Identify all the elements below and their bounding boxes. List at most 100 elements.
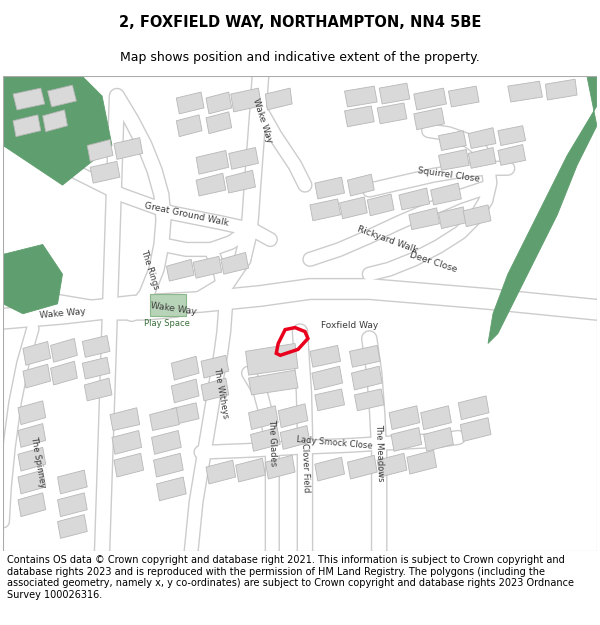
Polygon shape bbox=[110, 408, 140, 431]
Polygon shape bbox=[468, 127, 496, 149]
Polygon shape bbox=[278, 404, 308, 428]
Polygon shape bbox=[172, 402, 199, 424]
Polygon shape bbox=[280, 426, 310, 449]
Polygon shape bbox=[84, 378, 112, 401]
Text: Wake Way: Wake Way bbox=[150, 301, 197, 316]
Polygon shape bbox=[315, 389, 344, 411]
Polygon shape bbox=[157, 477, 186, 501]
Text: 2, FOXFIELD WAY, NORTHAMPTON, NN4 5BE: 2, FOXFIELD WAY, NORTHAMPTON, NN4 5BE bbox=[119, 16, 481, 31]
Polygon shape bbox=[18, 448, 46, 471]
Polygon shape bbox=[421, 406, 451, 429]
Text: The Witheys: The Witheys bbox=[212, 366, 230, 419]
Polygon shape bbox=[3, 96, 112, 185]
Polygon shape bbox=[152, 431, 181, 454]
Polygon shape bbox=[206, 460, 236, 484]
Polygon shape bbox=[248, 406, 278, 429]
Polygon shape bbox=[13, 115, 41, 137]
Text: The Rings: The Rings bbox=[139, 248, 160, 291]
Polygon shape bbox=[18, 424, 46, 448]
Polygon shape bbox=[43, 110, 67, 132]
Polygon shape bbox=[149, 294, 186, 316]
Polygon shape bbox=[439, 131, 466, 151]
Polygon shape bbox=[112, 431, 142, 454]
Polygon shape bbox=[226, 170, 256, 193]
Text: Deer Close: Deer Close bbox=[409, 251, 458, 274]
Polygon shape bbox=[149, 408, 179, 431]
Polygon shape bbox=[23, 341, 50, 365]
Polygon shape bbox=[231, 88, 262, 112]
Polygon shape bbox=[377, 453, 407, 477]
Polygon shape bbox=[176, 92, 204, 114]
Polygon shape bbox=[347, 174, 374, 196]
Polygon shape bbox=[166, 259, 194, 281]
Text: Wake Way: Wake Way bbox=[251, 98, 274, 144]
Text: Wake Way: Wake Way bbox=[39, 308, 86, 320]
Polygon shape bbox=[50, 361, 77, 385]
Polygon shape bbox=[248, 370, 298, 395]
Polygon shape bbox=[312, 366, 343, 390]
Polygon shape bbox=[310, 346, 341, 367]
Polygon shape bbox=[172, 379, 199, 402]
Polygon shape bbox=[407, 450, 437, 474]
Polygon shape bbox=[352, 366, 382, 390]
Polygon shape bbox=[340, 197, 367, 219]
Text: Play Space: Play Space bbox=[145, 319, 190, 328]
Polygon shape bbox=[18, 493, 46, 517]
Polygon shape bbox=[498, 144, 526, 165]
Polygon shape bbox=[221, 253, 248, 274]
Polygon shape bbox=[201, 378, 229, 401]
Polygon shape bbox=[448, 86, 479, 107]
Polygon shape bbox=[82, 357, 110, 379]
Polygon shape bbox=[349, 346, 380, 367]
Polygon shape bbox=[347, 455, 377, 479]
Polygon shape bbox=[488, 76, 597, 344]
Polygon shape bbox=[463, 205, 491, 227]
Polygon shape bbox=[154, 453, 183, 477]
Polygon shape bbox=[114, 138, 143, 159]
Text: Lady Smock Close: Lady Smock Close bbox=[296, 434, 373, 450]
Text: Foxfield Way: Foxfield Way bbox=[321, 321, 378, 330]
Polygon shape bbox=[389, 406, 420, 429]
Polygon shape bbox=[424, 428, 454, 451]
Text: Rickyard Walk: Rickyard Walk bbox=[356, 224, 418, 254]
Polygon shape bbox=[82, 336, 110, 357]
Polygon shape bbox=[431, 183, 461, 205]
Polygon shape bbox=[90, 161, 120, 183]
Polygon shape bbox=[47, 85, 76, 107]
Polygon shape bbox=[315, 177, 344, 199]
Text: Contains OS data © Crown copyright and database right 2021. This information is : Contains OS data © Crown copyright and d… bbox=[7, 555, 574, 600]
Polygon shape bbox=[58, 493, 87, 517]
Polygon shape bbox=[50, 339, 77, 362]
Polygon shape bbox=[379, 83, 410, 104]
Polygon shape bbox=[193, 256, 222, 278]
Polygon shape bbox=[265, 455, 295, 479]
Polygon shape bbox=[196, 173, 226, 196]
Polygon shape bbox=[439, 207, 466, 229]
Polygon shape bbox=[367, 194, 394, 216]
Polygon shape bbox=[196, 151, 229, 174]
Polygon shape bbox=[409, 208, 440, 229]
Polygon shape bbox=[251, 428, 280, 451]
Polygon shape bbox=[414, 108, 445, 129]
Polygon shape bbox=[545, 79, 577, 100]
Polygon shape bbox=[344, 106, 374, 127]
Polygon shape bbox=[172, 356, 199, 380]
Polygon shape bbox=[229, 148, 259, 169]
Polygon shape bbox=[439, 149, 469, 170]
Polygon shape bbox=[87, 139, 113, 161]
Polygon shape bbox=[206, 92, 232, 114]
Polygon shape bbox=[18, 470, 46, 494]
Polygon shape bbox=[245, 344, 298, 375]
Polygon shape bbox=[355, 389, 384, 411]
Polygon shape bbox=[414, 88, 446, 110]
Polygon shape bbox=[310, 199, 341, 221]
Polygon shape bbox=[458, 396, 489, 419]
Polygon shape bbox=[315, 458, 344, 481]
Polygon shape bbox=[58, 470, 87, 494]
Polygon shape bbox=[468, 148, 496, 168]
Polygon shape bbox=[176, 115, 202, 137]
Text: The Spinney: The Spinney bbox=[29, 436, 47, 489]
Text: Map shows position and indicative extent of the property.: Map shows position and indicative extent… bbox=[120, 51, 480, 64]
Polygon shape bbox=[206, 112, 232, 134]
Polygon shape bbox=[460, 418, 491, 441]
